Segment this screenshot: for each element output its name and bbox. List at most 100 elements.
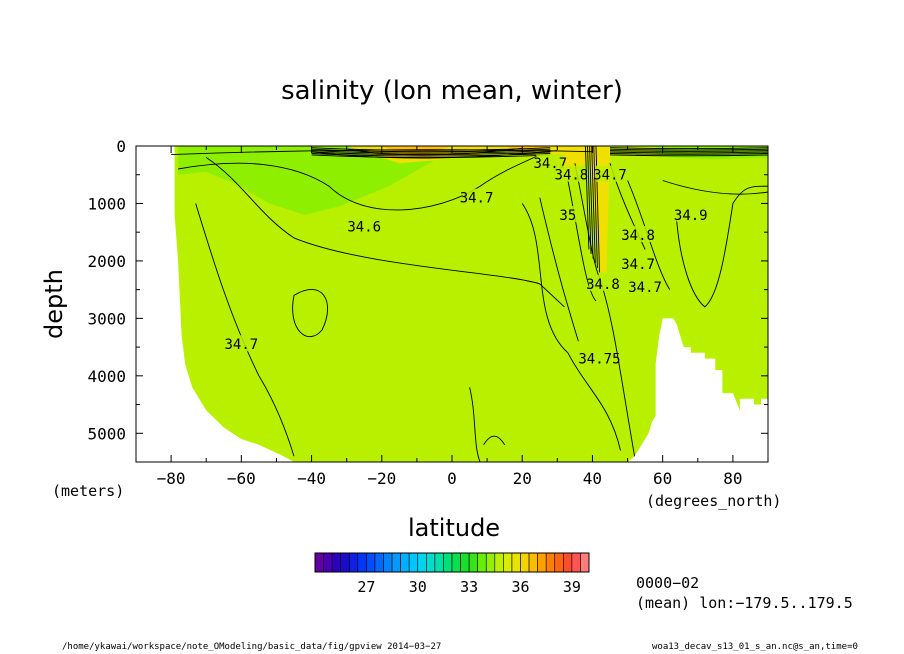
contour-label: 35	[559, 208, 576, 224]
colorbar-label: 36	[511, 578, 529, 596]
contour-line	[469, 387, 481, 463]
x-tick-label: 80	[723, 469, 742, 488]
colorbar-swatch	[323, 552, 333, 573]
x-tick-label: −40	[297, 469, 326, 488]
contour-label: 34.7	[224, 337, 258, 353]
colorbar-swatch	[391, 552, 401, 573]
colorbar-swatch	[417, 552, 427, 573]
colorbar-swatch	[563, 552, 573, 573]
contour-line	[311, 147, 551, 151]
colorbar-swatch	[528, 552, 538, 573]
x-tick-label: 20	[513, 469, 532, 488]
contour-label-bg	[596, 165, 624, 182]
colorbar-swatch	[348, 552, 359, 573]
colorbar-swatch	[511, 552, 521, 573]
contour-line	[311, 150, 551, 154]
colorbar-label: 33	[460, 578, 478, 596]
contour-line	[292, 289, 328, 338]
contour-line	[584, 145, 590, 250]
contour-line	[205, 157, 565, 308]
colorbar-swatch	[451, 552, 461, 573]
time-info: 0000−02	[636, 574, 700, 592]
x-tick-label: 40	[583, 469, 602, 488]
contour-line	[311, 148, 551, 153]
contour-line	[609, 153, 769, 155]
contour-line	[609, 151, 769, 154]
contour-line	[609, 150, 769, 152]
y-tick-label: 4000	[87, 367, 126, 386]
x-tick-label: 60	[653, 469, 672, 488]
contour-line	[589, 145, 594, 259]
colorbar-swatch	[468, 552, 478, 573]
colorbar-swatch	[366, 552, 376, 573]
x-tick-label: −20	[367, 469, 396, 488]
contour-line	[311, 154, 551, 158]
colorbar-swatch	[408, 552, 419, 573]
contour-line	[609, 147, 769, 150]
colorbar-label: 27	[357, 578, 375, 596]
colorbar-swatch	[400, 552, 410, 573]
contour-line	[609, 154, 769, 157]
contour-label-bg	[624, 226, 653, 243]
colorbar-swatch	[340, 552, 350, 573]
x-tick-label: −60	[227, 469, 256, 488]
contour-line	[521, 203, 621, 451]
colorbar-swatch	[477, 552, 487, 573]
contour-label: 34.7	[593, 168, 627, 184]
contour-line	[609, 148, 769, 151]
y-tick-label: 1000	[87, 194, 126, 213]
contour-label-bg	[631, 277, 660, 294]
x-tick-label: −80	[157, 469, 186, 488]
contour-label: 34.8	[621, 228, 655, 244]
contour-label: 34.8	[586, 277, 620, 293]
y-tick-label: 2000	[87, 252, 126, 271]
colorbar-swatch	[434, 552, 444, 573]
y-axis-label: depth	[40, 269, 68, 339]
contour-line	[311, 151, 551, 156]
contour-line	[599, 277, 636, 457]
colorbar-swatch	[357, 552, 367, 573]
colorbar-swatch	[494, 552, 504, 573]
colorbar-swatch	[503, 552, 513, 573]
colorbar-swatch	[383, 552, 393, 573]
contour-label-bg	[676, 205, 705, 222]
y-tick-label: 5000	[87, 424, 126, 443]
colorbar-swatch	[537, 552, 547, 573]
contour-label: 34.7	[460, 191, 494, 207]
contour-line	[195, 203, 295, 457]
colorbar-swatch	[520, 552, 530, 573]
colorbar-label: 39	[563, 578, 581, 596]
contour-label-bg	[585, 349, 614, 366]
x-axis-unit: (degrees_north)	[646, 492, 782, 510]
footer-file: woa13_decav_s13_01_s_an.nc@s_an,time=0	[652, 642, 858, 652]
ocean-field	[174, 146, 769, 462]
contour-line	[593, 145, 598, 268]
contour-label: 34.75	[578, 352, 620, 368]
contour-line	[311, 153, 551, 157]
colorbar-frame	[314, 552, 590, 573]
colorbar-swatch	[580, 552, 590, 573]
colorbar-swatch	[426, 552, 436, 573]
contour-line	[178, 154, 541, 211]
contour-label: 34.7	[621, 257, 655, 273]
contour-line	[676, 185, 769, 308]
y-axis-unit: (meters)	[52, 482, 125, 500]
contour-label-bg	[588, 274, 617, 291]
y-tick-label: 3000	[87, 309, 126, 328]
x-tick-label: 0	[447, 469, 457, 488]
contour-label-bg	[227, 335, 256, 352]
contour-label-bg	[462, 188, 491, 205]
contour-line	[567, 180, 597, 302]
colorbar-swatch	[545, 552, 556, 573]
contour-label: 34.6	[347, 219, 381, 235]
axes: −80 −60 −40 −20 0 20 40 60 80 0 1000 2000 3000 4000 50…	[87, 137, 769, 488]
contour-line	[662, 180, 769, 195]
contour-line	[483, 435, 506, 446]
colorbar: 27 30 33 36 39	[314, 552, 590, 596]
contour-label: 34.9	[674, 208, 708, 224]
contour-line	[539, 197, 579, 342]
contour-label-bg	[557, 165, 586, 182]
contour-label: 34.8	[555, 168, 589, 184]
colorbar-swatch	[374, 552, 384, 573]
